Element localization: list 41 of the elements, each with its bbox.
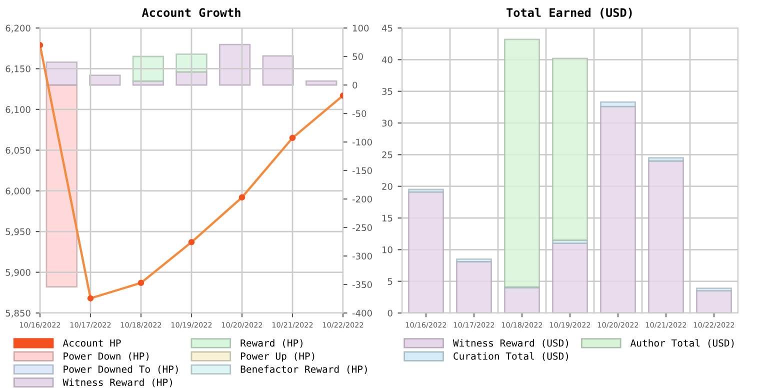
y2-tick-label: -250 bbox=[352, 224, 372, 232]
y-tick-label: 10 bbox=[382, 246, 392, 254]
y-tick-label: 20 bbox=[382, 183, 392, 190]
y-tick-label: 5,950 bbox=[6, 228, 30, 236]
y-tick-label: 45 bbox=[382, 24, 392, 32]
y2-tick-label: -50 bbox=[352, 110, 366, 118]
legend-label: Power Up (HP) bbox=[241, 352, 314, 362]
y2-tick-label: -100 bbox=[352, 138, 372, 146]
y2-tick-label: 50 bbox=[352, 53, 363, 60]
legend-label: Author Total (USD) bbox=[630, 339, 734, 348]
y-tick-label: 6,200 bbox=[6, 24, 30, 32]
y-tick-label: 0 bbox=[388, 310, 392, 317]
y-tick-label: 40 bbox=[382, 56, 392, 64]
chart-title: Account Growth bbox=[142, 8, 240, 18]
y-tick-label: 6,150 bbox=[6, 65, 30, 74]
y-tick-label: 15 bbox=[382, 214, 392, 222]
legend-label: Witness Reward (HP) bbox=[62, 378, 172, 388]
legend-label: Benefactor Reward (HP) bbox=[240, 365, 367, 374]
y2-tick-label: -150 bbox=[352, 167, 372, 174]
y-tick-label: 25 bbox=[382, 151, 392, 158]
y-tick-label: 35 bbox=[382, 88, 392, 95]
legend-label: Witness Reward (USD) bbox=[452, 339, 568, 348]
legend-label: Power Downed To (HP) bbox=[64, 365, 178, 374]
legend-label: Power Down (HP) bbox=[64, 352, 149, 361]
y2-tick-label: -400 bbox=[352, 310, 372, 317]
y-tick-label: 5,850 bbox=[6, 310, 30, 318]
legend-label: Account HP bbox=[62, 339, 121, 347]
y-tick-label: 6,000 bbox=[6, 188, 30, 196]
legend-label: Curation Total (USD) bbox=[454, 352, 568, 361]
chart-title: Total Earned (USD) bbox=[506, 8, 632, 18]
y2-tick-label: 100 bbox=[353, 24, 369, 32]
legend-label: Reward (HP) bbox=[240, 339, 302, 348]
y2-tick-label: 0 bbox=[352, 82, 358, 89]
y2-tick-label: -200 bbox=[352, 196, 372, 203]
y-tick-label: 6,100 bbox=[6, 106, 30, 114]
y2-tick-label: -350 bbox=[352, 281, 372, 288]
y-tick-label: 5 bbox=[388, 278, 392, 285]
y-tick-label: 5,900 bbox=[6, 269, 30, 277]
y-tick-label: 6,050 bbox=[6, 146, 30, 155]
y2-tick-label: -300 bbox=[352, 252, 372, 260]
y-tick-label: 30 bbox=[382, 120, 392, 127]
